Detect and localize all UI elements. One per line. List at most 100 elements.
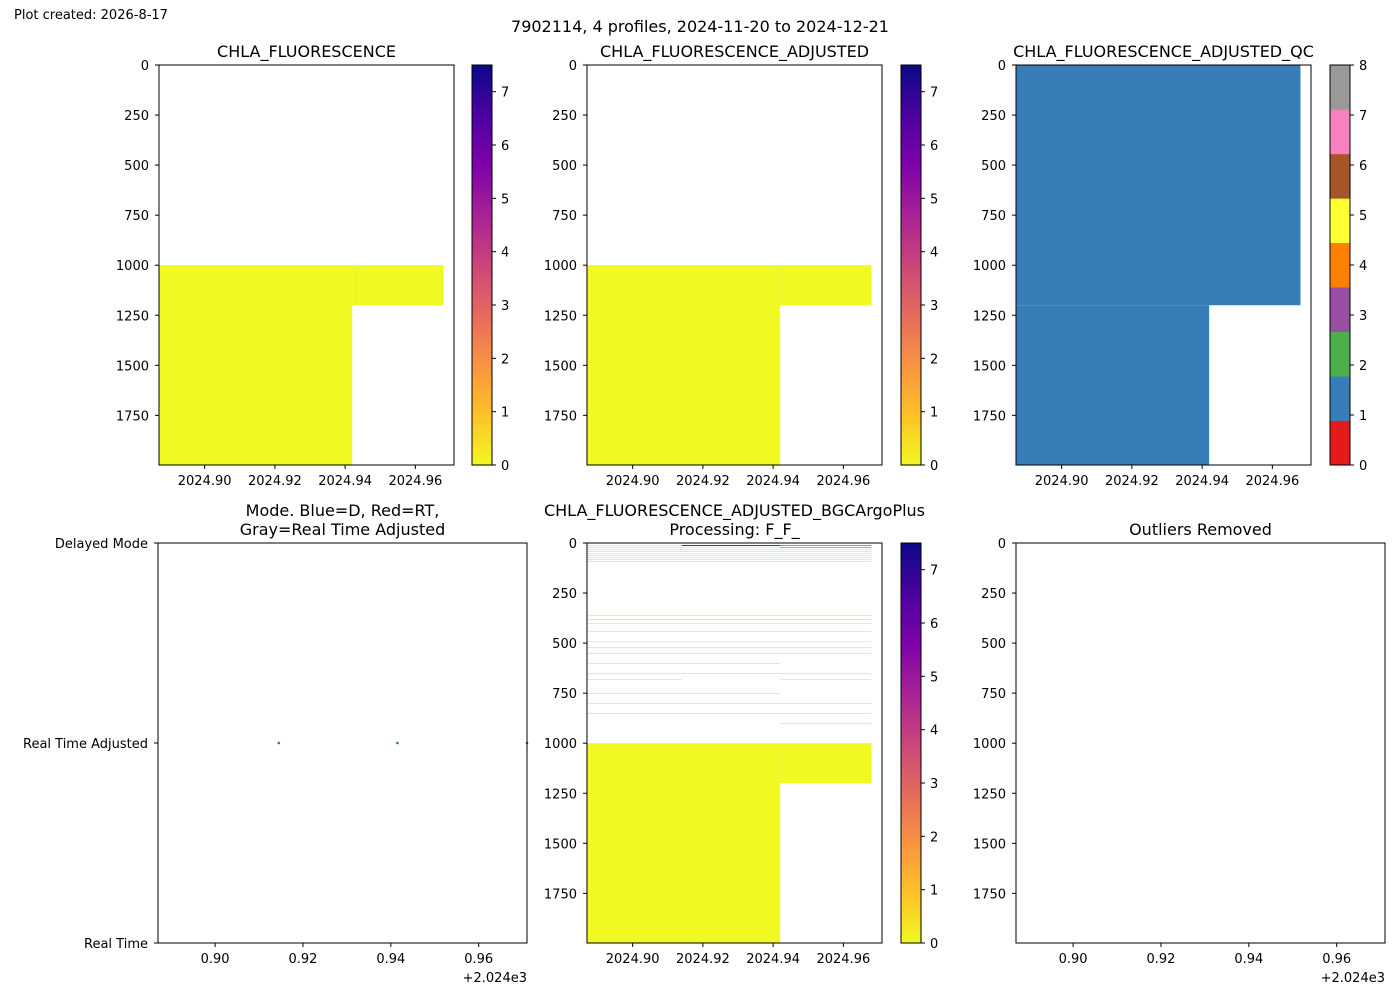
colorbar-step <box>472 391 492 396</box>
panel-subtitle: Gray=Real Time Adjusted <box>240 520 446 539</box>
colorbar-step <box>901 823 921 827</box>
colorbar-step <box>472 261 492 266</box>
colorbar-step <box>472 375 492 379</box>
colorbar-step <box>901 763 921 767</box>
colorbar-tick-label: 4 <box>501 246 509 261</box>
y-tick-label: 1000 <box>116 259 149 274</box>
heatmap-cells <box>587 265 872 465</box>
colorbar-step <box>901 836 921 841</box>
heatmap-cell <box>780 545 872 546</box>
colorbar-step <box>472 341 492 346</box>
colorbar-step <box>901 693 921 697</box>
y-tick-label: 1000 <box>973 259 1006 274</box>
colorbar-step <box>472 191 492 196</box>
colorbar-step <box>472 288 492 293</box>
colorbar-step <box>901 813 921 817</box>
colorbar-step <box>472 195 492 199</box>
colorbar-step <box>472 318 492 323</box>
colorbar-step <box>901 178 921 183</box>
colorbar-step <box>901 916 921 921</box>
colorbar-step <box>472 128 492 133</box>
heatmap-cell <box>587 557 872 558</box>
heatmap-cell <box>587 713 872 714</box>
colorbar-step <box>472 165 492 169</box>
colorbar-step <box>901 315 921 319</box>
colorbar-step <box>901 863 921 867</box>
colorbar-tick-label: 1 <box>1359 409 1367 424</box>
colorbar-step <box>472 335 492 339</box>
colorbar-tick-label: 3 <box>930 299 938 314</box>
x-tick-label: 2024.94 <box>746 952 800 967</box>
colorbar: 0 1 2 3 4 5 6 7 8 <box>1329 59 1367 474</box>
colorbar-step <box>901 933 921 937</box>
colorbar-step <box>901 231 921 236</box>
colorbar-step <box>901 599 921 604</box>
colorbar-step <box>472 171 492 176</box>
colorbar-step <box>901 733 921 737</box>
colorbar-step <box>472 321 492 326</box>
plot-created-label: Plot created: 2026-8-17 <box>14 8 168 23</box>
colorbar-step <box>901 873 921 877</box>
heatmap-cell <box>587 703 872 704</box>
x-tick-label: 2024.96 <box>816 474 870 489</box>
panel-title: CHLA_FLUORESCENCE_ADJUSTED_BGCArgoPlus <box>544 501 925 521</box>
colorbar-step <box>901 261 921 266</box>
colorbar-step <box>901 198 921 203</box>
colorbar-step <box>472 228 492 233</box>
colorbar-tick-label: 4 <box>930 724 938 739</box>
colorbar-step <box>901 656 921 661</box>
colorbar-step <box>472 331 492 336</box>
panel-title: Mode. Blue=D, Red=RT, <box>246 501 440 520</box>
y-tick-label: 1000 <box>973 737 1006 752</box>
colorbar-step <box>901 295 921 299</box>
y-tick-label: Delayed Mode <box>55 537 148 552</box>
panel-6: Outliers Removed 0 250 500 750 1000 1250 1500 17… <box>973 520 1386 986</box>
heatmap-cell <box>587 641 872 642</box>
colorbar-step <box>901 245 921 249</box>
colorbar-step <box>901 371 921 376</box>
colorbar: 0 1 2 3 4 5 6 7 <box>900 542 938 952</box>
colorbar-step <box>901 438 921 443</box>
colorbar-step <box>472 71 492 76</box>
colorbar-step <box>901 228 921 233</box>
y-tick-label: 500 <box>981 637 1006 652</box>
x-tick-label: 2024.96 <box>388 474 442 489</box>
colorbar-step <box>472 378 492 383</box>
colorbar-step <box>901 365 921 369</box>
colorbar-step <box>901 81 921 86</box>
colorbar-step <box>901 265 921 269</box>
y-tick-label: 1250 <box>973 787 1006 802</box>
colorbar-step <box>901 65 921 69</box>
colorbar-step <box>901 576 921 581</box>
colorbar-step <box>901 418 921 423</box>
colorbar-step <box>901 161 921 166</box>
colorbar-step <box>901 331 921 336</box>
x-tick-label: 2024.94 <box>1175 474 1229 489</box>
colorbar-step <box>901 378 921 383</box>
colorbar-step <box>472 168 492 173</box>
y-tick-label: 500 <box>552 637 577 652</box>
colorbar-step <box>472 65 492 69</box>
colorbar-step <box>472 88 492 93</box>
colorbar-step <box>901 425 921 429</box>
colorbar-step <box>472 208 492 213</box>
colorbar-step <box>901 135 921 139</box>
colorbar-step <box>901 786 921 791</box>
colorbar-tick-label: 7 <box>1359 109 1367 124</box>
colorbar-step <box>901 636 921 641</box>
colorbar-step <box>472 355 492 359</box>
colorbar-step <box>472 255 492 259</box>
colorbar-step <box>472 178 492 183</box>
colorbar-step <box>472 281 492 286</box>
colorbar-segment <box>1330 198 1350 244</box>
colorbar-step <box>901 886 921 891</box>
colorbar-step <box>901 929 921 934</box>
heatmap-cell <box>587 673 872 674</box>
colorbar-step <box>901 769 921 774</box>
colorbar-step <box>901 909 921 914</box>
colorbar-step <box>901 899 921 904</box>
colorbar-step <box>901 696 921 701</box>
panel-5: CHLA_FLUORESCENCE_ADJUSTED_BGCArgoPlusPr… <box>544 501 938 967</box>
panel-3: CHLA_FLUORESCENCE_ADJUSTED_QC02505007501… <box>973 42 1367 489</box>
colorbar-step <box>901 879 921 884</box>
